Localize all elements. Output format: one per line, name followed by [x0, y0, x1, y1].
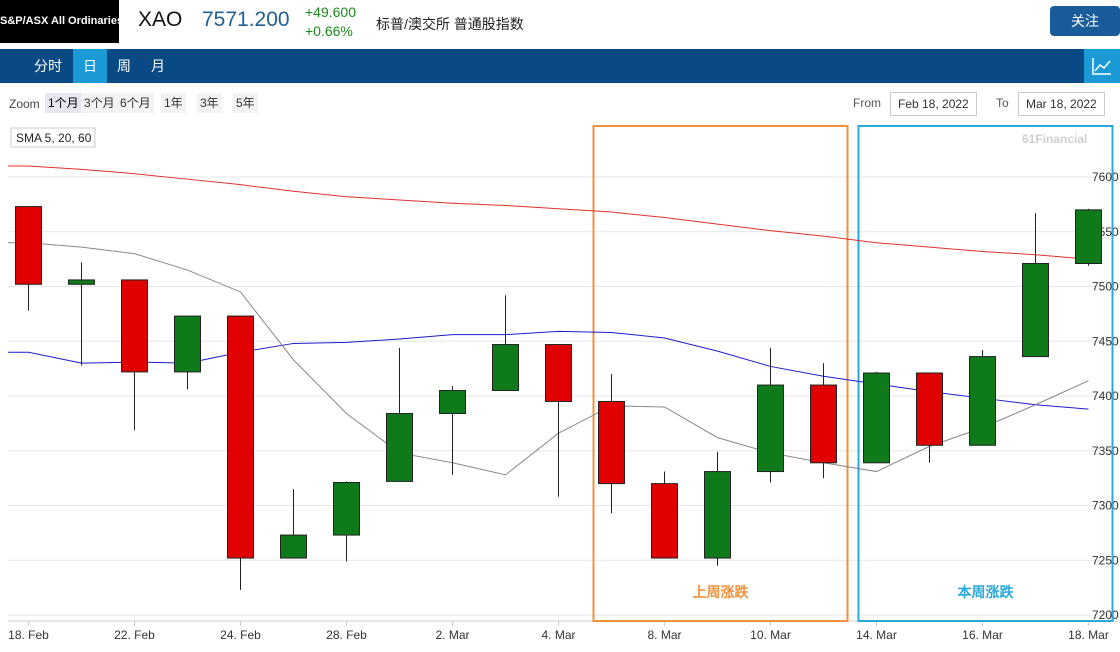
candle-up [1075, 209, 1102, 265]
period-tabbar: 分时 日 周 月 [0, 49, 1120, 83]
zoom-1-year[interactable]: 1年 [161, 93, 186, 113]
zoom-5-years[interactable]: 5年 [233, 93, 258, 113]
y-tick-label: 7300 [1092, 499, 1119, 513]
price-change-block: +49.600 +0.66% [305, 3, 356, 41]
quote-header: S&P/ASX All Ordinaries XAO 7571.200 +49.… [0, 0, 1120, 47]
this-week-label: 本周涨跌 [958, 584, 1015, 600]
candle-down [810, 384, 837, 464]
candle-up [863, 372, 890, 464]
x-tick-label: 10. Mar [750, 628, 791, 642]
candle-up [757, 384, 784, 473]
x-tick-label: 16. Mar [962, 628, 1003, 642]
y-tick-label: 7450 [1092, 334, 1119, 348]
chart-type-button[interactable] [1084, 49, 1120, 83]
candle-up [1022, 263, 1049, 358]
candle-down [545, 344, 572, 402]
x-tick-label: 28. Feb [326, 628, 367, 642]
candle-down [227, 315, 254, 559]
candle-up [333, 482, 360, 536]
x-tick-label: 2. Mar [435, 628, 469, 642]
from-date-input[interactable]: Feb 18, 2022 [890, 92, 977, 116]
candle-up [492, 344, 519, 392]
sma5-line [8, 242, 1089, 476]
zoom-3-years[interactable]: 3年 [197, 93, 222, 113]
candle-down [916, 372, 943, 446]
candle-down [598, 400, 625, 485]
chart-credit: 61Financial [1022, 132, 1087, 146]
last-week-label: 上周涨跌 [693, 584, 750, 600]
tab-intraday[interactable]: 分时 [34, 58, 62, 74]
zoom-6-months[interactable]: 6个月 [117, 93, 154, 113]
to-label: To [996, 96, 1009, 110]
x-tick-label: 4. Mar [541, 628, 575, 642]
x-tick-label: 22. Feb [114, 628, 155, 642]
sma-legend-box [10, 127, 96, 148]
line-chart-icon [1092, 58, 1111, 75]
candle-down [651, 483, 678, 559]
x-tick-label: 8. Mar [647, 628, 681, 642]
zoom-3-months[interactable]: 3个月 [81, 93, 118, 113]
tab-monthly[interactable]: 月 [151, 58, 165, 74]
sma-legend: SMA 5, 20, 60 [16, 131, 92, 145]
ticker-symbol: XAO [138, 8, 183, 31]
zoom-label: Zoom [9, 97, 40, 111]
zoom-toolbar: Zoom 1个月 3个月 6个月 1年 3年 5年 From Feb 18, 2… [0, 92, 1120, 116]
y-tick-label: 7500 [1092, 280, 1119, 294]
y-tick-label: 7600 [1092, 170, 1119, 184]
zoom-1-month[interactable]: 1个月 [45, 93, 82, 113]
candle-up [969, 356, 996, 446]
sma20-line [8, 330, 1089, 410]
y-tick-label: 7250 [1092, 553, 1119, 567]
candle-up [386, 413, 413, 482]
price-change: +49.600 [305, 4, 356, 20]
candle-up [704, 471, 731, 559]
price-change-percent: +0.66% [305, 23, 353, 39]
candle-up [280, 534, 307, 559]
x-tick-label: 14. Mar [856, 628, 897, 642]
candle-down [121, 279, 148, 373]
candle-up [439, 390, 466, 415]
index-description: 标普/澳交所 普通股指数 [376, 16, 524, 32]
tab-daily[interactable]: 日 [73, 49, 107, 83]
x-tick-label: 18. Feb [8, 628, 49, 642]
from-label: From [853, 96, 881, 110]
candle-up [174, 315, 201, 373]
y-tick-label: 7400 [1092, 389, 1119, 403]
x-tick-label: 18. Mar [1068, 628, 1109, 642]
follow-button[interactable]: 关注 [1050, 6, 1120, 36]
tab-weekly[interactable]: 周 [117, 58, 131, 74]
x-tick-label: 24. Feb [220, 628, 261, 642]
last-price: 7571.200 [202, 8, 290, 31]
y-tick-label: 7350 [1092, 444, 1119, 458]
index-logo: S&P/ASX All Ordinaries [0, 0, 123, 43]
candle-up [68, 279, 95, 285]
last-week-box [592, 125, 849, 622]
sma60-line [8, 165, 1089, 260]
to-date-input[interactable]: Mar 18, 2022 [1018, 92, 1105, 116]
candle-down [15, 206, 42, 285]
y-tick-label: 7200 [1092, 608, 1119, 622]
this-week-box [857, 125, 1114, 622]
